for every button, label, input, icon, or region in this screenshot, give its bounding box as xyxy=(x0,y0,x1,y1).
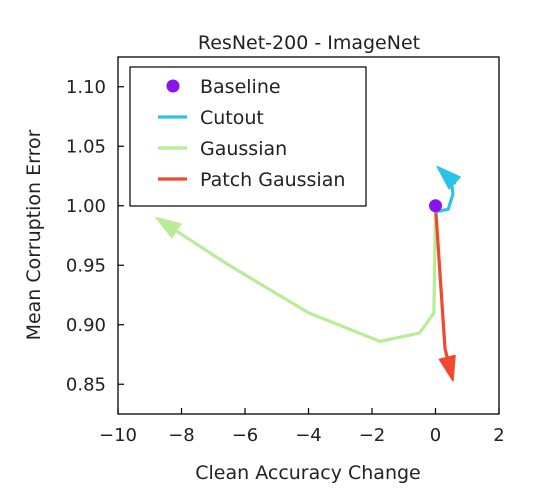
x-tick-label: 0 xyxy=(430,425,441,446)
y-tick-label: 1.10 xyxy=(66,77,106,98)
series-layer xyxy=(155,165,461,382)
y-axis: 0.85 0.90 0.95 1.00 1.05 1.10 xyxy=(66,77,124,395)
legend-label-patch-gaussian: Patch Gaussian xyxy=(200,169,345,191)
chart-title: ResNet-200 - ImageNet xyxy=(198,32,420,54)
legend-label-cutout: Cutout xyxy=(200,107,264,129)
x-tick-label: −4 xyxy=(295,425,322,446)
y-tick-label: 0.85 xyxy=(66,374,106,395)
patch-gaussian-line xyxy=(433,204,449,359)
x-axis-title: Clean Accuracy Change xyxy=(195,462,421,484)
gaussian-arrowhead xyxy=(155,216,182,239)
patch-gaussian-arrowhead xyxy=(438,354,456,382)
y-tick-label: 1.05 xyxy=(66,136,106,157)
legend-label-baseline: Baseline xyxy=(200,76,281,98)
y-tick-label: 0.90 xyxy=(66,315,106,336)
legend: Baseline Cutout Gaussian Patch Gaussian xyxy=(129,66,367,207)
y-axis-title: Mean Corruption Error xyxy=(23,129,45,340)
x-tick-label: −8 xyxy=(168,425,195,446)
legend-items: Baseline Cutout Gaussian Patch Gaussian xyxy=(158,76,345,191)
legend-marker-baseline xyxy=(166,79,180,93)
gaussian-line xyxy=(174,204,438,343)
x-tick-label: 2 xyxy=(493,425,504,446)
y-tick-label: 1.00 xyxy=(66,196,106,217)
baseline-point xyxy=(429,199,442,213)
x-tick-label: −10 xyxy=(99,425,137,446)
y-tick-label: 0.95 xyxy=(66,255,106,276)
x-tick-label: −2 xyxy=(359,425,386,446)
cutout-arrowhead xyxy=(436,165,461,190)
legend-label-gaussian: Gaussian xyxy=(200,138,287,160)
x-tick-label: −6 xyxy=(232,425,259,446)
x-axis: −10 −8 −6 −4 −2 0 2 xyxy=(99,408,505,446)
